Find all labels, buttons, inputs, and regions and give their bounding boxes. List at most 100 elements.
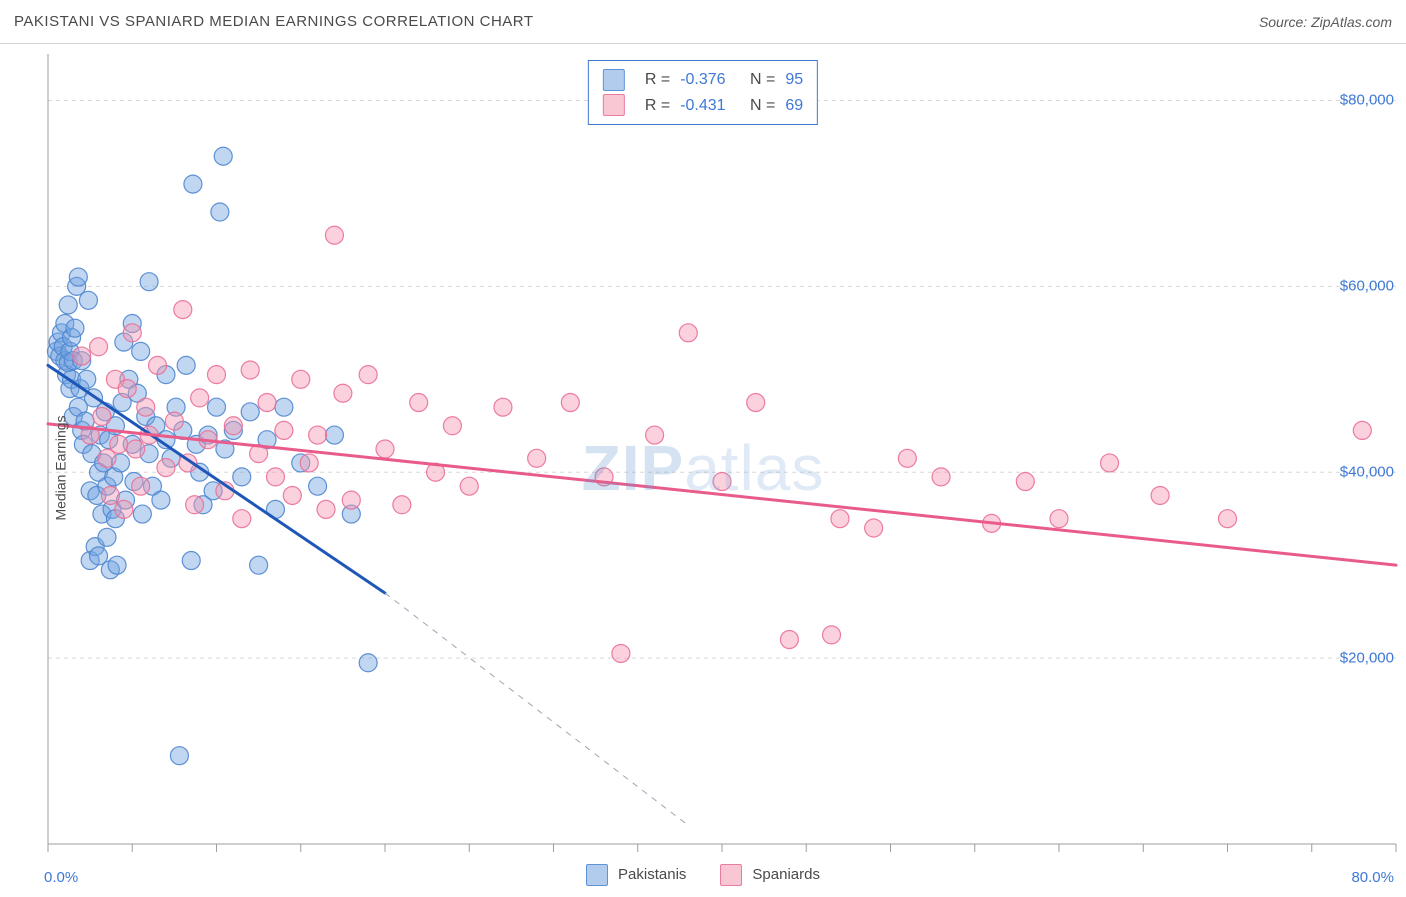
y-tick-label: $20,000 (1340, 650, 1394, 667)
data-point-spa (376, 440, 394, 458)
chart-header: PAKISTANI VS SPANIARD MEDIAN EARNINGS CO… (0, 0, 1406, 44)
data-point-spa (309, 426, 327, 444)
data-point-spa (93, 407, 111, 425)
trend-extrapolation-pak (385, 593, 688, 825)
data-point-pak (133, 505, 151, 523)
data-point-spa (713, 473, 731, 491)
data-point-spa (165, 412, 183, 430)
data-point-spa (780, 631, 798, 649)
data-point-spa (191, 389, 209, 407)
data-point-pak (211, 203, 229, 221)
data-point-pak (359, 654, 377, 672)
y-tick-label: $60,000 (1340, 278, 1394, 295)
data-point-spa (90, 338, 108, 356)
data-point-spa (823, 626, 841, 644)
data-point-pak (184, 175, 202, 193)
legend-row-pakistanis: R = -0.376 N = 95 (603, 67, 803, 93)
r-label: R = (645, 67, 670, 93)
data-point-pak (275, 398, 293, 416)
data-point-spa (137, 398, 155, 416)
data-point-spa (275, 421, 293, 439)
data-point-spa (132, 477, 150, 495)
x-tick-max: 80.0% (1351, 869, 1394, 886)
data-point-pak (177, 356, 195, 374)
data-point-spa (612, 644, 630, 662)
data-point-pak (59, 296, 77, 314)
data-point-spa (174, 301, 192, 319)
data-point-spa (317, 500, 335, 518)
data-point-spa (224, 417, 242, 435)
series-legend: Pakistanis Spaniards (0, 858, 1406, 892)
data-point-spa (898, 449, 916, 467)
data-point-pak (208, 398, 226, 416)
r-value: -0.376 (680, 67, 725, 93)
data-point-spa (208, 366, 226, 384)
data-point-spa (325, 226, 343, 244)
data-point-spa (410, 394, 428, 412)
data-point-pak (69, 268, 87, 286)
chart-source: Source: ZipAtlas.com (1259, 14, 1392, 30)
data-point-spa (747, 394, 765, 412)
data-point-spa (393, 496, 411, 514)
swatch-blue-icon (586, 864, 608, 886)
data-point-pak (140, 273, 158, 291)
data-point-pak (66, 319, 84, 337)
n-label: N = (750, 67, 775, 93)
data-point-pak (132, 342, 150, 360)
r-label: R = (645, 93, 670, 119)
plot-area: Median Earnings ZIPatlas R = -0.376 N = … (0, 44, 1406, 892)
legend-label: Pakistanis (618, 866, 686, 883)
data-point-spa (494, 398, 512, 416)
data-point-pak (325, 426, 343, 444)
data-point-spa (123, 324, 141, 342)
data-point-spa (865, 519, 883, 537)
data-point-spa (233, 510, 251, 528)
chart-title: PAKISTANI VS SPANIARD MEDIAN EARNINGS CO… (14, 13, 534, 30)
data-point-spa (1353, 421, 1371, 439)
data-point-spa (1101, 454, 1119, 472)
swatch-pink-icon (720, 864, 742, 886)
data-point-spa (127, 440, 145, 458)
data-point-spa (334, 384, 352, 402)
data-point-spa (359, 366, 377, 384)
y-tick-label: $80,000 (1340, 92, 1394, 109)
x-tick-min: 0.0% (44, 869, 78, 886)
r-value: -0.431 (680, 93, 725, 119)
data-point-spa (1016, 473, 1034, 491)
data-point-pak (250, 556, 268, 574)
data-point-spa (932, 468, 950, 486)
data-point-pak (152, 491, 170, 509)
data-point-spa (241, 361, 259, 379)
data-point-spa (110, 435, 128, 453)
data-point-spa (1050, 510, 1068, 528)
data-point-spa (186, 496, 204, 514)
data-point-pak (309, 477, 327, 495)
legend-item-spaniards: Spaniards (720, 864, 820, 886)
data-point-spa (118, 380, 136, 398)
data-point-pak (241, 403, 259, 421)
data-point-spa (831, 510, 849, 528)
legend-row-spaniards: R = -0.431 N = 69 (603, 93, 803, 119)
trend-line-spa (48, 424, 1396, 565)
data-point-spa (528, 449, 546, 467)
data-point-spa (1151, 486, 1169, 504)
data-point-pak (182, 552, 200, 570)
data-point-spa (300, 454, 318, 472)
data-point-spa (443, 417, 461, 435)
data-point-spa (266, 468, 284, 486)
swatch-pink-icon (603, 94, 625, 116)
data-point-pak (108, 556, 126, 574)
data-point-spa (283, 486, 301, 504)
y-tick-label: $40,000 (1340, 464, 1394, 481)
y-axis-label: Median Earnings (53, 415, 69, 520)
data-point-pak (98, 528, 116, 546)
data-point-spa (646, 426, 664, 444)
data-point-spa (157, 459, 175, 477)
n-label: N = (750, 93, 775, 119)
data-point-spa (292, 370, 310, 388)
n-value: 95 (785, 67, 803, 93)
data-point-spa (561, 394, 579, 412)
data-point-pak (214, 147, 232, 165)
data-point-spa (1219, 510, 1237, 528)
data-point-spa (73, 347, 91, 365)
